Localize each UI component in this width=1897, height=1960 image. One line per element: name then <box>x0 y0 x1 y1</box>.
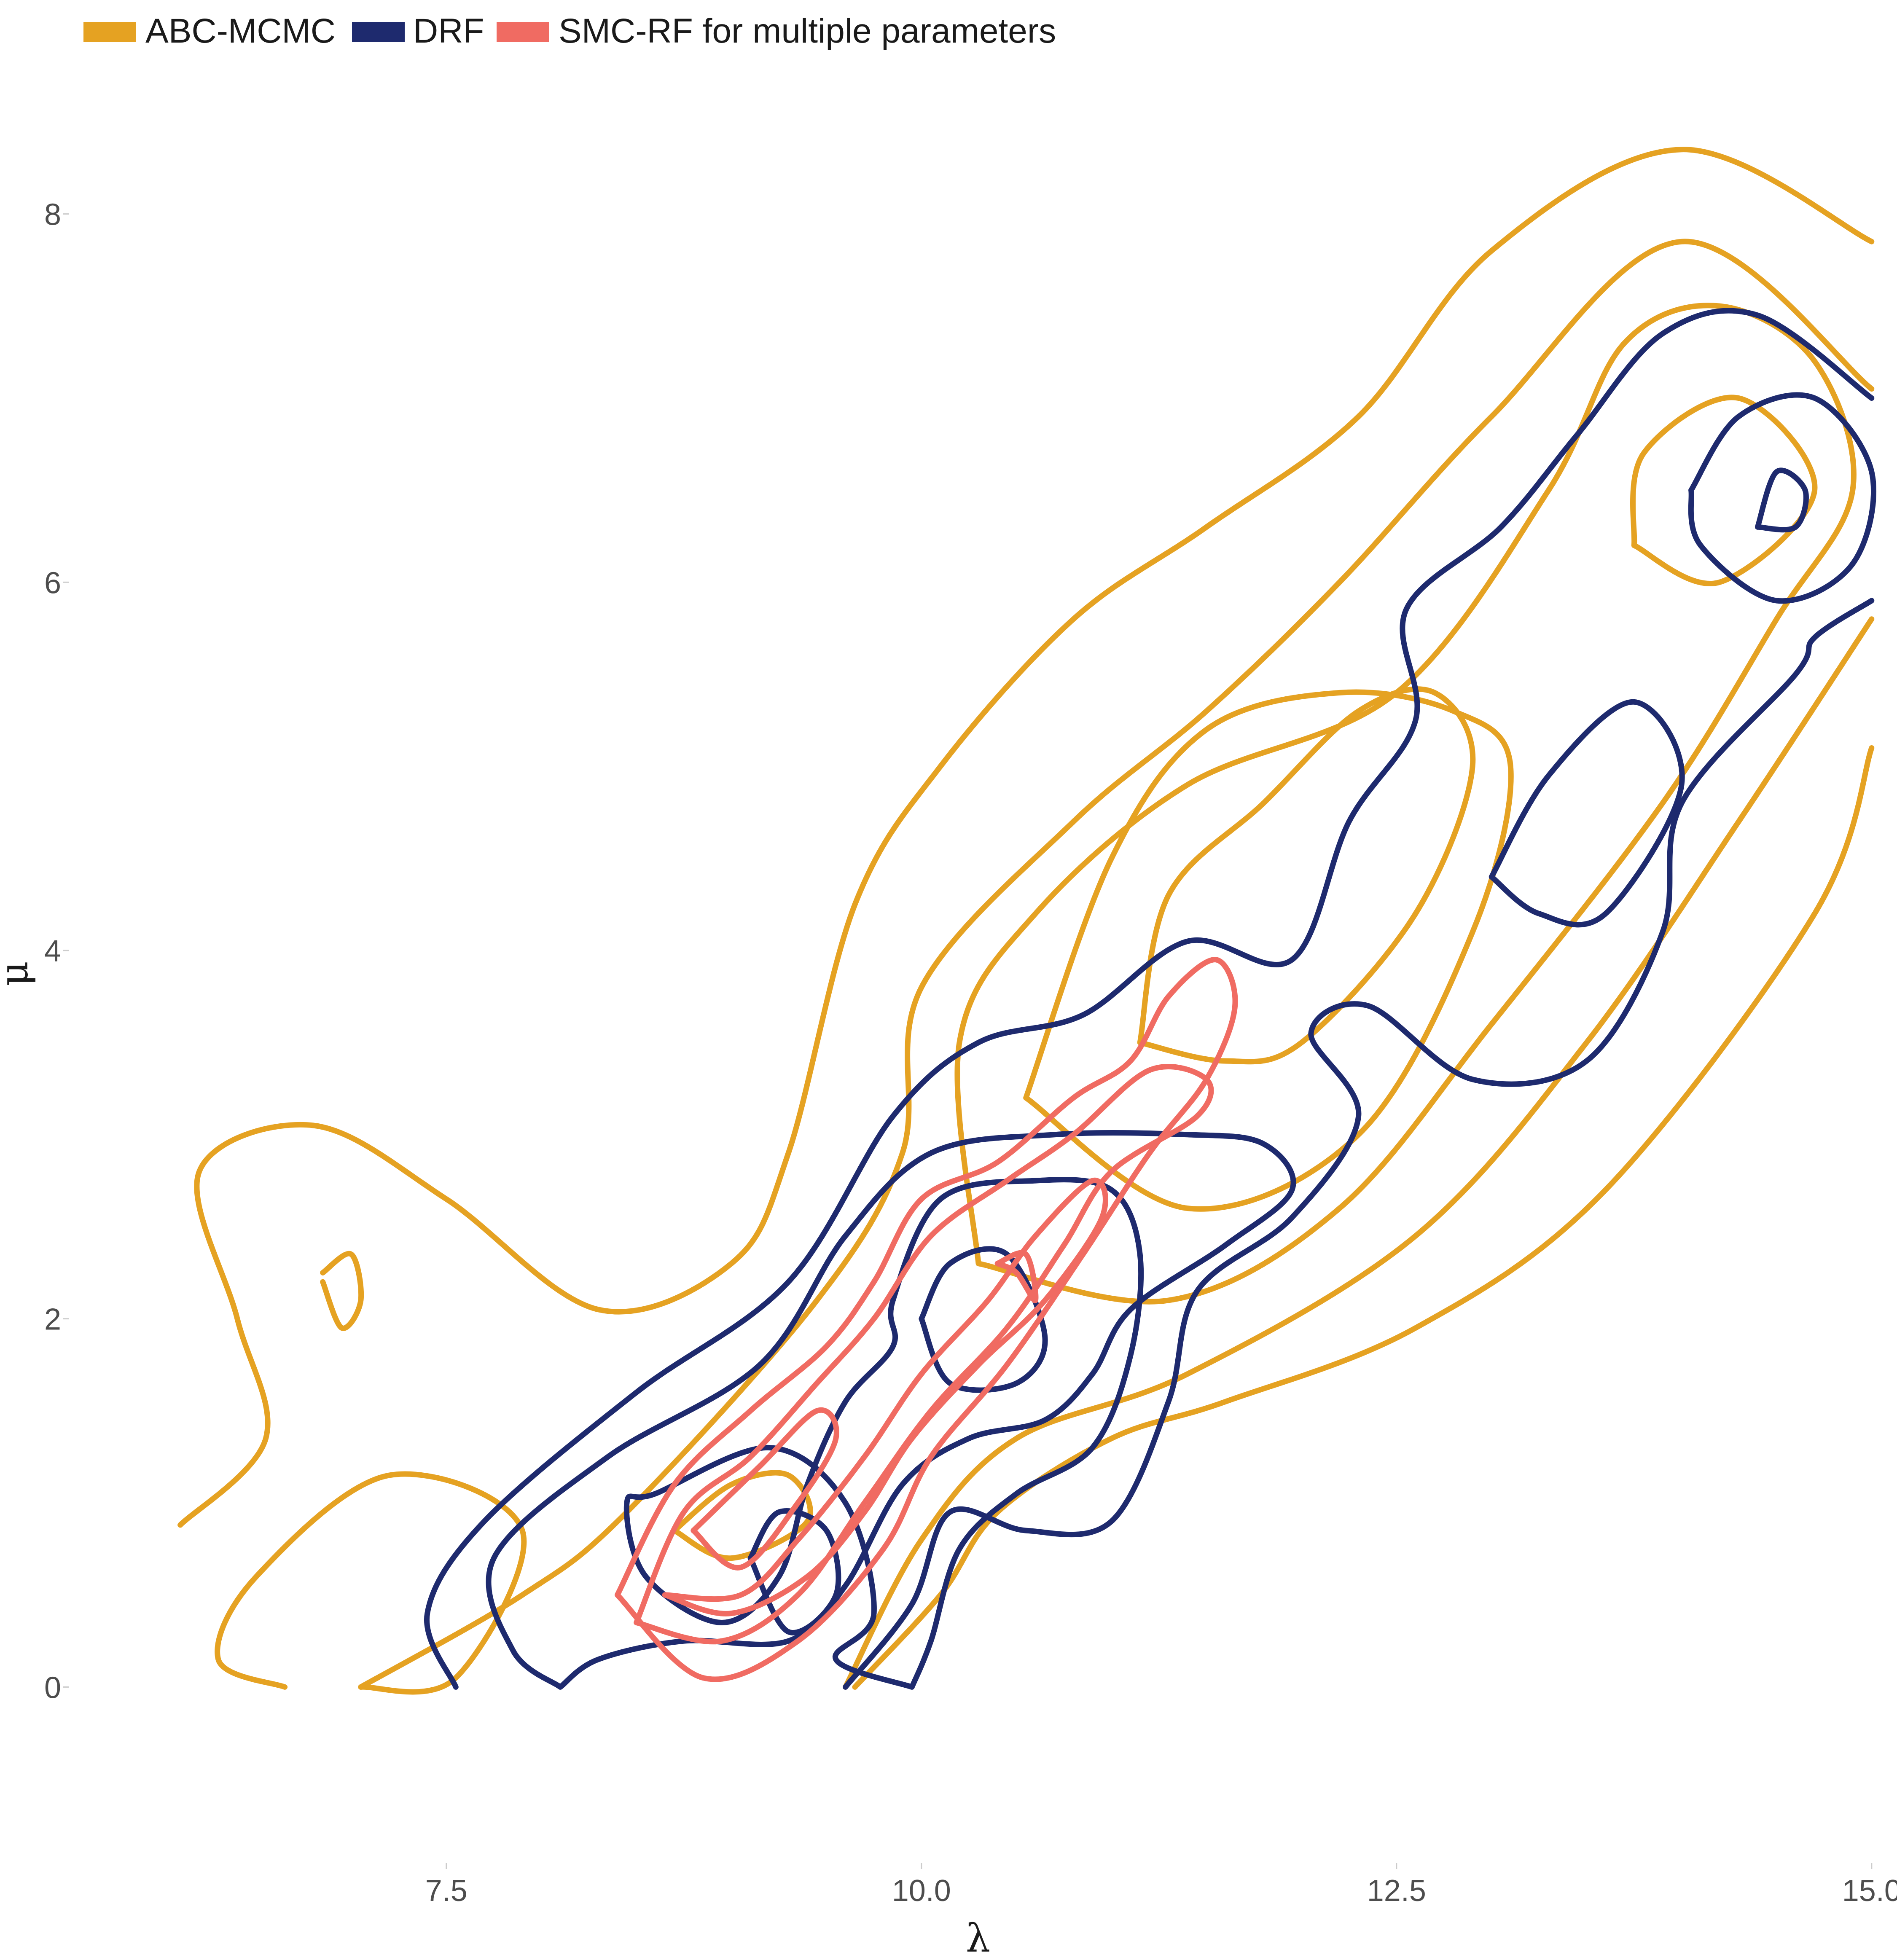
legend-swatch <box>352 22 405 42</box>
contour-line <box>486 1130 1296 1690</box>
contour-line <box>852 745 1875 1690</box>
legend-swatch <box>497 22 549 42</box>
legend-swatch <box>83 22 136 42</box>
legend-label: SMC-RF for multiple parameters <box>559 12 1056 50</box>
contour-line <box>1630 395 1818 586</box>
contour-line <box>843 616 1875 1690</box>
contour-line <box>994 1250 1039 1303</box>
contour-line <box>691 1407 839 1571</box>
x-tick-label: 7.5 <box>425 1874 468 1908</box>
x-tick-label: 10.0 <box>892 1874 951 1908</box>
y-axis-title: μ <box>0 961 37 986</box>
y-tick-label: 8 <box>44 198 61 232</box>
contour-line <box>424 308 1875 1690</box>
contour-line <box>843 598 1875 1690</box>
contour-line <box>1755 467 1809 533</box>
series-smc-rf-for-multiple-parameters <box>615 957 1238 1682</box>
contour-line <box>1023 689 1514 1212</box>
contour-line <box>1489 699 1685 928</box>
legend-item-smc-rf: SMC-RF for multiple parameters <box>497 12 1056 50</box>
contour-line <box>615 957 1238 1682</box>
series-abc-mcmc <box>177 147 1875 1695</box>
series-drf <box>424 308 1876 1690</box>
legend-label: ABC-MCMC <box>145 12 336 50</box>
contour-line <box>177 147 1875 1528</box>
x-tick-label: 12.5 <box>1367 1874 1426 1908</box>
contour-line <box>672 1470 813 1561</box>
contour-line <box>623 1177 1144 1690</box>
contour-line <box>747 1508 841 1635</box>
legend-label: DRF <box>413 12 484 50</box>
axes: 7.5 10.0 12.5 15.0 0 2 4 6 8 <box>44 198 1897 1908</box>
x-tick-label: 15.0 <box>1842 1874 1897 1908</box>
contour-line <box>215 1471 527 1695</box>
contour-line <box>1688 392 1876 604</box>
contour-line <box>320 1251 364 1331</box>
contour-line <box>1137 686 1476 1065</box>
contour-line <box>662 1177 1108 1616</box>
legend: ABC-MCMC DRF SMC-RF for multiple paramet… <box>83 12 1056 50</box>
y-tick-label: 0 <box>44 1671 61 1705</box>
y-tick-label: 4 <box>44 934 61 968</box>
contour-line <box>919 1246 1048 1393</box>
y-tick-label: 6 <box>44 566 61 600</box>
plot-area <box>177 147 1876 1695</box>
y-tick-label: 2 <box>44 1303 61 1337</box>
legend-item-abc-mcmc: ABC-MCMC <box>83 12 336 50</box>
contour-line <box>634 1064 1214 1645</box>
legend-item-drf: DRF <box>352 12 484 50</box>
x-axis-title: λ <box>966 1916 990 1960</box>
